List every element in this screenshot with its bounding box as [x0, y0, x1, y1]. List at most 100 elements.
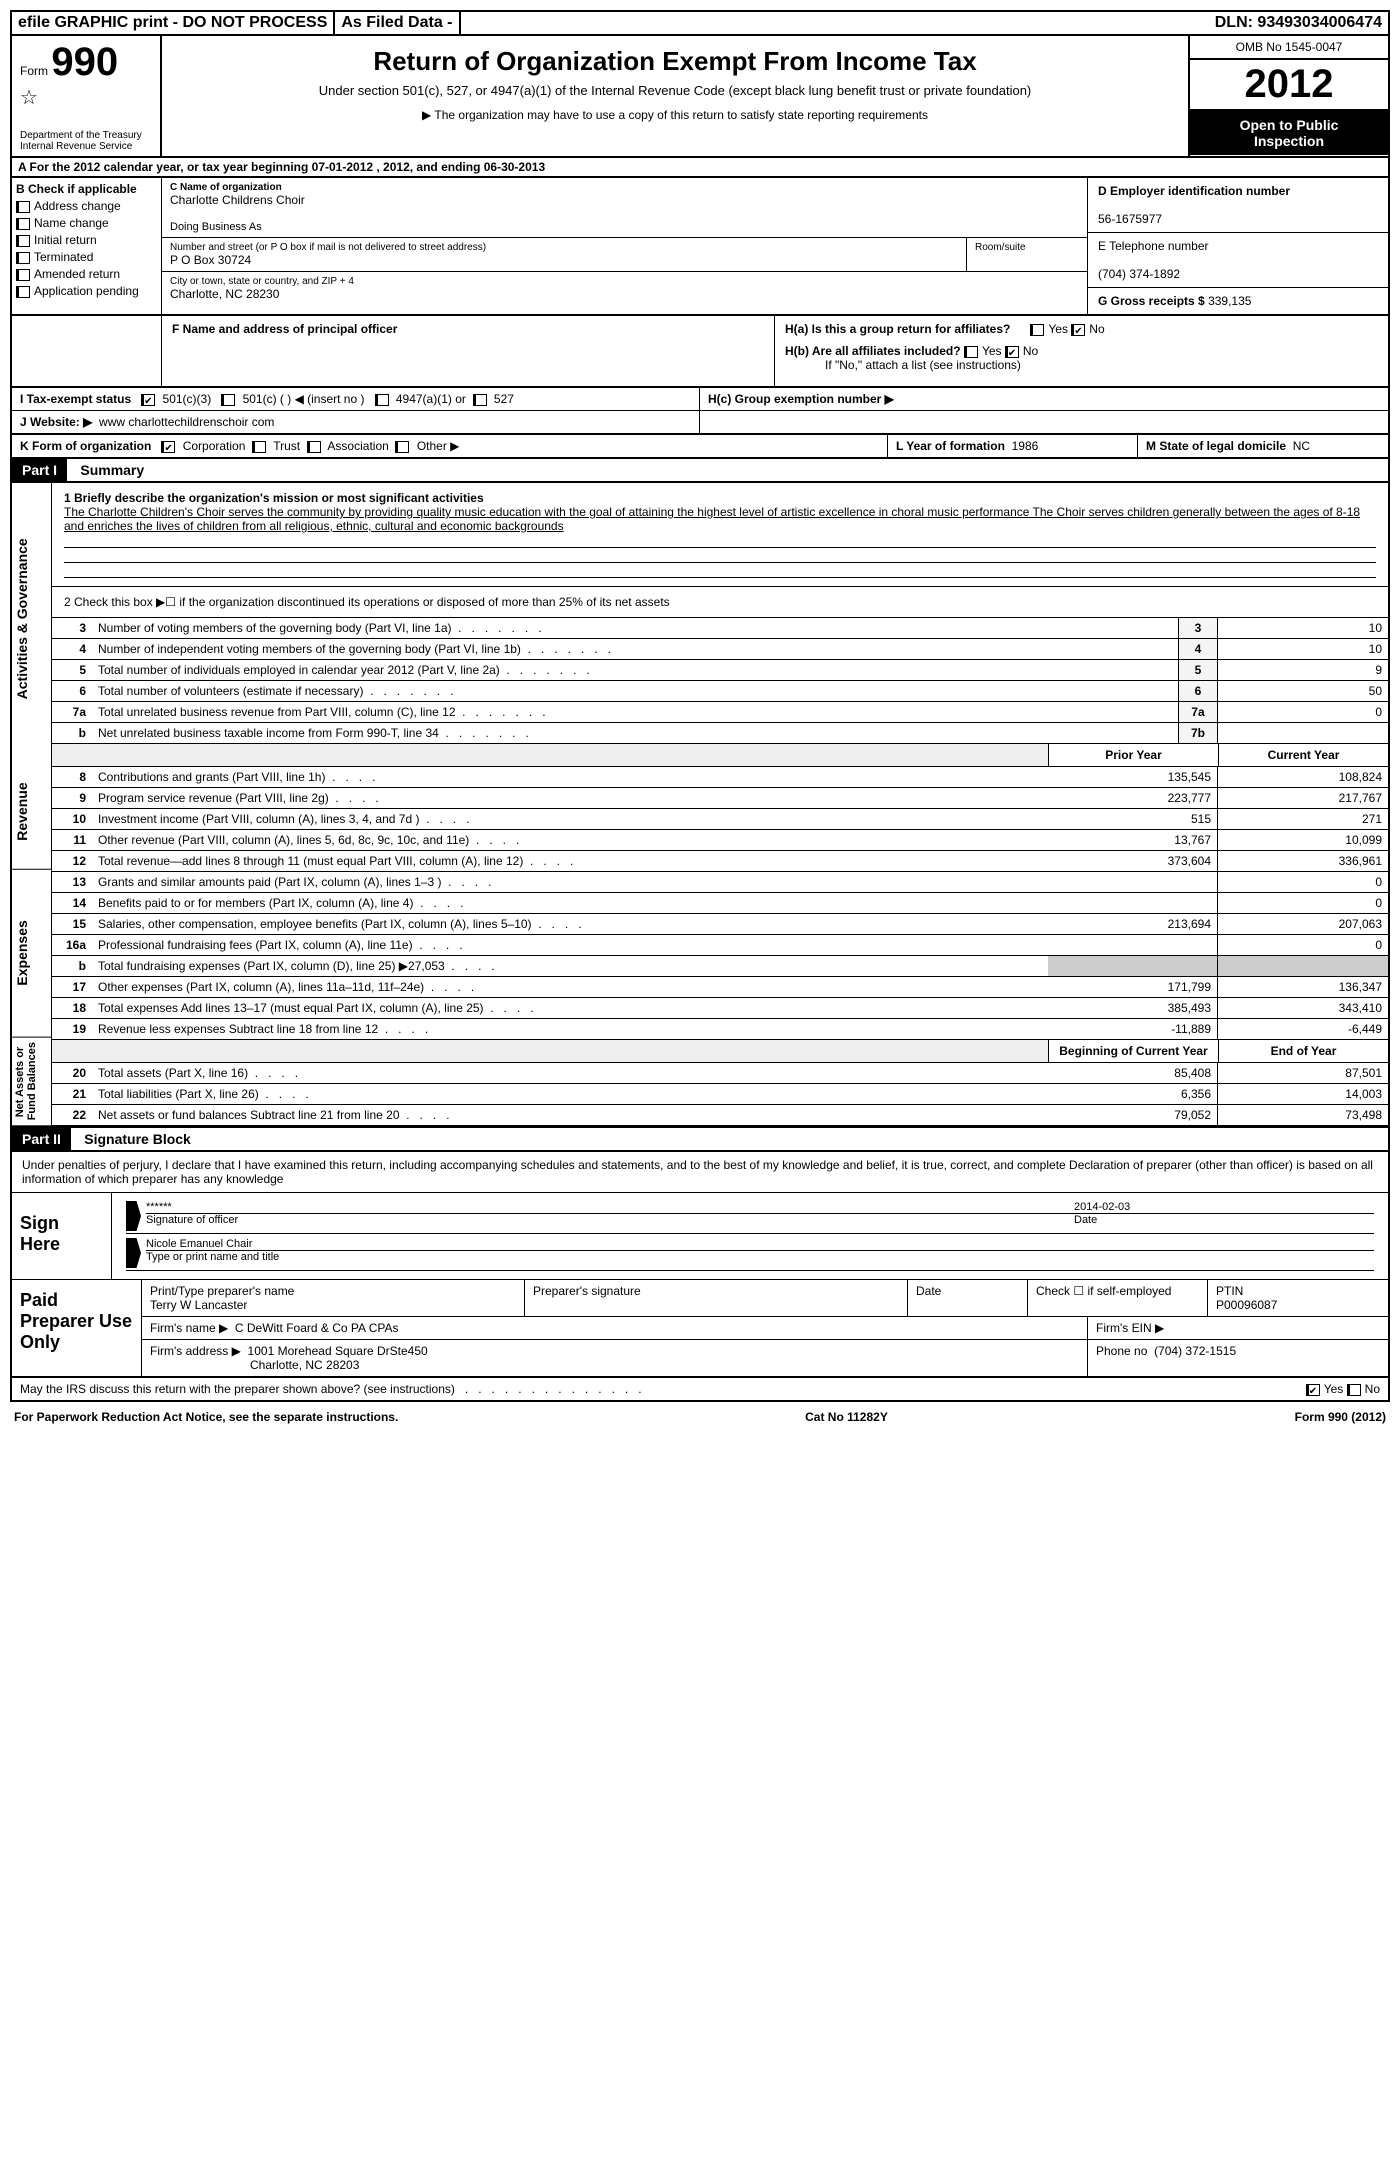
signature-date: 2014-02-03	[1074, 1201, 1130, 1213]
org-city: Charlotte, NC 28230	[170, 287, 1079, 301]
firm-addr1: 1001 Morehead Square DrSte450	[248, 1344, 428, 1358]
header-left: Form 990 ☆ Department of the Treasury In…	[12, 36, 162, 156]
ptin: P00096087	[1216, 1298, 1380, 1312]
line-5: 5Total number of individuals employed in…	[52, 660, 1388, 681]
col-header-revenue: Prior Year Current Year	[52, 744, 1388, 767]
firm-name: C DeWitt Foard & Co PA CPAs	[235, 1321, 399, 1335]
checkbox-application-pending[interactable]: Application pending	[16, 284, 157, 298]
paid-preparer-label: Paid Preparer Use Only	[12, 1280, 142, 1376]
footer: For Paperwork Reduction Act Notice, see …	[10, 1402, 1390, 1432]
checkbox-trust[interactable]	[252, 441, 266, 453]
row-i: I Tax-exempt status 501(c)(3) 501(c) ( )…	[12, 388, 700, 411]
tab-net-assets: Net Assets or Fund Balances	[12, 1038, 51, 1126]
tab-activities-governance: Activities & Governance	[12, 483, 51, 755]
gross-receipts: 339,135	[1208, 294, 1251, 308]
firm-addr2: Charlotte, NC 28203	[250, 1358, 359, 1372]
line-17: 17Other expenses (Part IX, column (A), l…	[52, 977, 1388, 998]
checkbox-other[interactable]	[395, 441, 409, 453]
checkbox-501c3[interactable]	[141, 394, 155, 406]
sign-here-label: Sign Here	[12, 1193, 112, 1279]
phone: (704) 374-1892	[1098, 267, 1378, 281]
checkbox-discuss-no[interactable]	[1347, 1384, 1361, 1396]
org-name: Charlotte Childrens Choir	[170, 193, 1079, 207]
firm-phone: (704) 372-1515	[1154, 1344, 1236, 1358]
line-19: 19Revenue less expenses Subtract line 18…	[52, 1019, 1388, 1040]
checkbox-hb-yes[interactable]	[964, 346, 978, 358]
line-7a: 7aTotal unrelated business revenue from …	[52, 702, 1388, 723]
line1-mission: 1 Briefly describe the organization's mi…	[52, 483, 1388, 587]
checkbox-discuss-yes[interactable]	[1306, 1384, 1320, 1396]
line-6: 6Total number of volunteers (estimate if…	[52, 681, 1388, 702]
preparer-row-1: Print/Type preparer's name Terry W Lanca…	[142, 1280, 1388, 1317]
omb-number: OMB No 1545-0047	[1190, 36, 1388, 60]
checkbox-address-change[interactable]: Address change	[16, 199, 157, 213]
row-a-tax-year: A For the 2012 calendar year, or tax yea…	[10, 158, 1390, 178]
efile-label: efile GRAPHIC print - DO NOT PROCESS	[12, 12, 335, 34]
tab-expenses: Expenses	[12, 870, 51, 1038]
checkbox-527[interactable]	[473, 394, 487, 406]
signature-block: Under penalties of perjury, I declare th…	[10, 1152, 1390, 1378]
checkbox-ha-yes[interactable]	[1030, 324, 1044, 336]
line-15: 15Salaries, other compensation, employee…	[52, 914, 1388, 935]
line-20: 20Total assets (Part X, line 16) . . . .…	[52, 1063, 1388, 1084]
col-d: D Employer identification number 56-1675…	[1088, 178, 1388, 314]
line-21: 21Total liabilities (Part X, line 26) . …	[52, 1084, 1388, 1105]
checkbox-name-change[interactable]: Name change	[16, 216, 157, 230]
row-hc: H(c) Group exemption number ▶	[700, 388, 1388, 411]
arrow-icon	[126, 1201, 141, 1231]
website[interactable]: www charlottechildrenschoir com	[99, 415, 274, 429]
top-bar: efile GRAPHIC print - DO NOT PROCESS As …	[10, 10, 1390, 36]
tax-year: 2012	[1190, 60, 1388, 111]
open-to-public: Open to PublicInspection	[1190, 111, 1388, 155]
line-13: 13Grants and similar amounts paid (Part …	[52, 872, 1388, 893]
dln: DLN: 93493034006474	[1209, 12, 1388, 34]
line-14: 14Benefits paid to or for members (Part …	[52, 893, 1388, 914]
section-fh: F Name and address of principal officer …	[10, 316, 1390, 388]
row-ij: I Tax-exempt status 501(c)(3) 501(c) ( )…	[10, 388, 1390, 435]
checkbox-hb-no[interactable]	[1005, 346, 1019, 358]
asfiled-label: As Filed Data -	[335, 12, 460, 34]
preparer-name: Terry W Lancaster	[150, 1298, 516, 1312]
checkbox-4947[interactable]	[375, 394, 389, 406]
line-4: 4Number of independent voting members of…	[52, 639, 1388, 660]
checkbox-corp[interactable]	[161, 441, 175, 453]
ein: 56-1675977	[1098, 212, 1378, 226]
line-12: 12Total revenue—add lines 8 through 11 (…	[52, 851, 1388, 872]
part1-body: Activities & Governance Revenue Expenses…	[10, 483, 1390, 1128]
checkbox-terminated[interactable]: Terminated	[16, 250, 157, 264]
line-9: 9Program service revenue (Part VIII, lin…	[52, 788, 1388, 809]
checkbox-initial-return[interactable]: Initial return	[16, 233, 157, 247]
checkbox-amended-return[interactable]: Amended return	[16, 267, 157, 281]
tab-revenue: Revenue	[12, 755, 51, 870]
part1-header: Part I Summary	[10, 459, 1390, 483]
line-22: 22Net assets or fund balances Subtract l…	[52, 1105, 1388, 1126]
line-8: 8Contributions and grants (Part VIII, li…	[52, 767, 1388, 788]
preparer-row-2: Firm's name ▶ C DeWitt Foard & Co PA CPA…	[142, 1317, 1388, 1340]
line-10: 10Investment income (Part VIII, column (…	[52, 809, 1388, 830]
row-m: M State of legal domicile NC	[1138, 435, 1388, 457]
col-b: B Check if applicable Address changeName…	[12, 178, 162, 314]
form-header: Form 990 ☆ Department of the Treasury In…	[10, 36, 1390, 158]
checkbox-ha-no[interactable]	[1071, 324, 1085, 336]
checkbox-501c[interactable]	[221, 394, 235, 406]
arrow-icon	[126, 1238, 141, 1268]
row-j: J Website: ▶ www charlottechildrenschoir…	[12, 411, 700, 433]
col-header-netassets: Beginning of Current Year End of Year	[52, 1040, 1388, 1063]
line-18: 18Total expenses Add lines 13–17 (must e…	[52, 998, 1388, 1019]
line-11: 11Other revenue (Part VIII, column (A), …	[52, 830, 1388, 851]
preparer-row-3: Firm's address ▶ 1001 Morehead Square Dr…	[142, 1340, 1388, 1376]
org-street: P O Box 30724	[170, 253, 958, 267]
header-right: OMB No 1545-0047 2012 Open to PublicInsp…	[1188, 36, 1388, 156]
line-16a: 16aProfessional fundraising fees (Part I…	[52, 935, 1388, 956]
line-7b: bNet unrelated business taxable income f…	[52, 723, 1388, 744]
form-title: Return of Organization Exempt From Incom…	[172, 46, 1178, 77]
row-k: K Form of organization Corporation Trust…	[12, 435, 888, 457]
line2: 2 Check this box ▶☐ if the organization …	[52, 587, 1388, 618]
checkbox-assoc[interactable]	[307, 441, 321, 453]
row-klm: K Form of organization Corporation Trust…	[10, 435, 1390, 459]
col-f: F Name and address of principal officer	[162, 316, 775, 386]
discuss-row: May the IRS discuss this return with the…	[10, 1378, 1390, 1402]
line-b: bTotal fundraising expenses (Part IX, co…	[52, 956, 1388, 977]
col-h: H(a) Is this a group return for affiliat…	[775, 316, 1388, 386]
section-bcd: B Check if applicable Address changeName…	[10, 178, 1390, 316]
